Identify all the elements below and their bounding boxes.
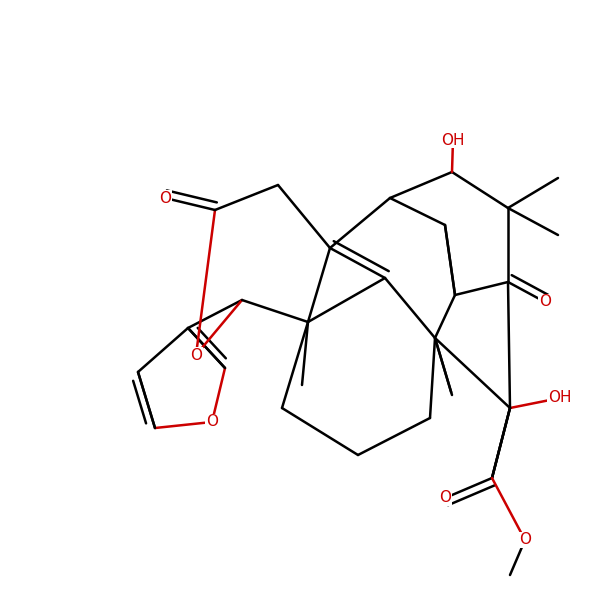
Text: O: O (190, 347, 202, 362)
Text: OH: OH (548, 391, 572, 406)
Text: O: O (439, 490, 451, 505)
Text: OH: OH (441, 133, 465, 148)
Text: O: O (539, 295, 551, 310)
Text: O: O (519, 533, 531, 547)
Text: O: O (206, 415, 218, 430)
Text: O: O (159, 191, 171, 205)
